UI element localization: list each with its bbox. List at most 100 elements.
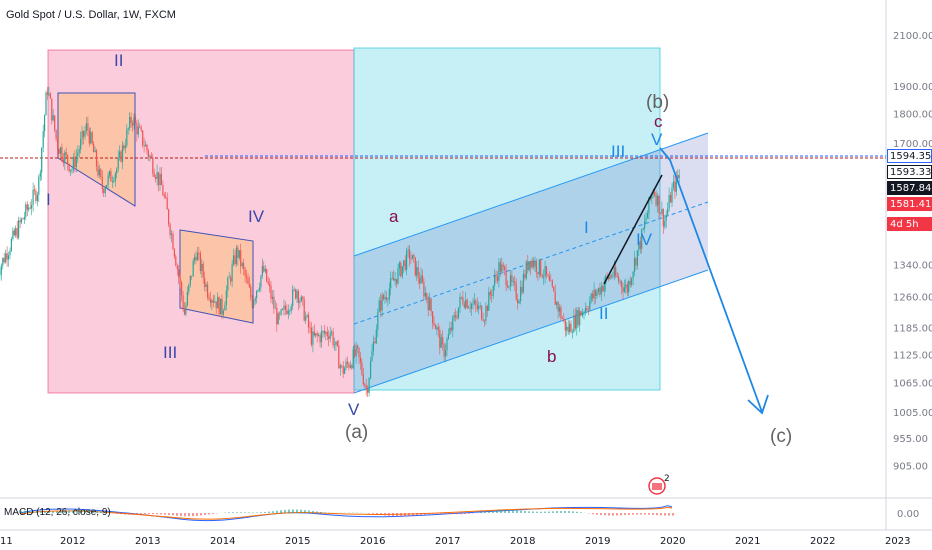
candle-body: [367, 388, 369, 393]
macd-bar: [36, 511, 38, 513]
candle-body: [505, 269, 507, 286]
candle-body: [46, 92, 49, 95]
candle-body: [421, 275, 424, 283]
candle-body: [94, 150, 96, 152]
macd-bar: [524, 511, 526, 513]
candle-body: [326, 331, 328, 337]
projection-arrow: [659, 147, 763, 413]
candle-body: [544, 266, 546, 277]
macd-bar: [240, 512, 242, 513]
candle-body: [672, 181, 674, 188]
macd-bar: [100, 511, 102, 513]
macd-bar: [48, 511, 50, 513]
macd-bar: [628, 513, 630, 515]
candle-body: [459, 297, 461, 308]
macd-bar: [152, 513, 154, 515]
candle-body: [150, 155, 152, 158]
candle-body: [361, 362, 363, 375]
candle-body: [220, 298, 222, 315]
candle-body: [227, 278, 229, 291]
macd-bar: [264, 512, 266, 513]
candle-body: [561, 318, 563, 319]
macd-bar: [104, 512, 106, 513]
candle-body: [325, 331, 327, 334]
candle-body: [662, 208, 664, 227]
candle-body: [100, 169, 102, 177]
macd-bar: [208, 513, 210, 515]
candle-body: [344, 368, 346, 374]
candle-body: [658, 195, 660, 213]
macd-bar: [236, 512, 238, 513]
candle-body: [429, 298, 431, 311]
macd-bar: [196, 513, 198, 516]
candle-body: [655, 195, 657, 206]
event-count: 2: [664, 474, 670, 484]
candle-body: [648, 197, 650, 213]
macd-zero-tick: 0.00: [897, 509, 919, 520]
macd-bar: [448, 513, 450, 514]
candle-body: [59, 147, 62, 154]
macd-bar: [160, 513, 162, 515]
macd-bar: [320, 512, 322, 513]
candle-body: [589, 300, 591, 310]
candle-body: [240, 250, 242, 267]
candle-body: [211, 300, 213, 303]
candle-body: [71, 169, 73, 171]
macd-indicator-label[interactable]: MACD (12, 26, close, 9): [4, 507, 111, 518]
candle-body: [64, 152, 66, 164]
candle-body: [165, 196, 167, 198]
candle-body: [633, 258, 636, 272]
candle-body: [31, 205, 33, 209]
macd-bar: [652, 513, 654, 515]
candle-body: [670, 195, 672, 203]
macd-bar: [600, 513, 602, 516]
candle-body: [538, 259, 540, 275]
candle-body: [270, 286, 272, 299]
candle-body: [123, 145, 125, 149]
candle-body: [57, 138, 59, 150]
economic-event-badge[interactable]: 2: [648, 474, 670, 495]
candle-body: [232, 255, 235, 265]
candle-body: [407, 249, 409, 251]
candle-body: [432, 311, 434, 323]
candles: [0, 86, 680, 397]
macd-bar: [312, 511, 314, 513]
macd-bar: [248, 512, 250, 513]
candle-body: [303, 299, 305, 321]
macd-bar: [432, 513, 434, 514]
candle-body: [188, 284, 190, 292]
macd-bar: [52, 511, 54, 513]
macd-bar: [200, 513, 202, 516]
candle-body: [401, 266, 403, 277]
candle-body: [436, 327, 438, 330]
macd-bar: [172, 513, 174, 516]
candle-body: [183, 308, 186, 315]
macd-bar: [576, 511, 578, 513]
wave-label-IV-2019: IV: [636, 230, 653, 249]
candle-body: [426, 293, 428, 300]
time-tick-label: 2018: [510, 536, 535, 547]
candle-body: [460, 297, 462, 298]
macd-bar: [280, 510, 282, 513]
candle-body: [362, 374, 364, 385]
candle-body: [528, 261, 530, 271]
macd-bar: [268, 511, 270, 513]
candle-body: [417, 267, 419, 279]
wave-labels: II I III IV V I II III IV V a b c (a) (b…: [46, 51, 792, 447]
macd-bar: [204, 513, 206, 515]
macd-bar: [496, 510, 498, 513]
macd-bar: [212, 513, 214, 514]
candle-body: [384, 297, 386, 299]
candle-body: [449, 327, 451, 335]
candle-body: [558, 307, 561, 312]
candle-body: [140, 127, 142, 131]
wave-label-II-2011: II: [114, 51, 123, 70]
candle-body: [214, 301, 216, 303]
candle-body: [508, 286, 510, 288]
candle-body: [560, 307, 562, 319]
candle-body: [357, 345, 359, 348]
candle-body: [189, 275, 191, 285]
candle-body: [606, 276, 608, 277]
candle-body: [659, 212, 662, 214]
